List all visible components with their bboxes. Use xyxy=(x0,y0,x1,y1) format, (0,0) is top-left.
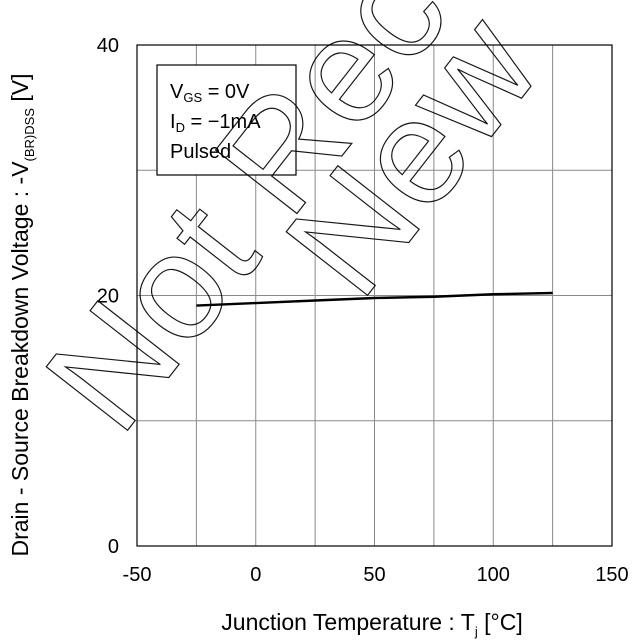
y-tick-label: 20 xyxy=(97,286,119,308)
series-line xyxy=(196,291,553,307)
x-tick-label: 50 xyxy=(363,564,385,586)
y-tick-labels: 0 20 40 xyxy=(97,35,119,558)
x-tick-label: 100 xyxy=(477,564,510,586)
legend-line-vgs: VGS = 0V xyxy=(170,81,250,105)
legend-box: VGS = 0V ID = −1mA Pulsed xyxy=(156,64,297,176)
legend-line-id: ID = −1mA xyxy=(170,111,261,135)
x-tick-labels: -50 0 50 100 150 xyxy=(123,564,629,586)
legend-line-pulsed: Pulsed xyxy=(170,141,231,163)
legend-frame xyxy=(156,64,297,176)
y-tick-label: 40 xyxy=(97,35,119,57)
y-tick-label: 0 xyxy=(108,536,119,558)
plot-frame xyxy=(136,44,613,547)
watermark: Not Rec New xyxy=(12,0,571,460)
x-tick-label: 0 xyxy=(250,564,261,586)
x-tick-label: -50 xyxy=(123,564,152,586)
x-tick-label: 150 xyxy=(595,564,628,586)
series-group xyxy=(196,291,553,307)
x-axis-label: Junction Temperature : Tj [°C] xyxy=(221,609,522,639)
y-axis-label: Drain - Source Breakdown Voltage : -V(BR… xyxy=(7,73,37,556)
